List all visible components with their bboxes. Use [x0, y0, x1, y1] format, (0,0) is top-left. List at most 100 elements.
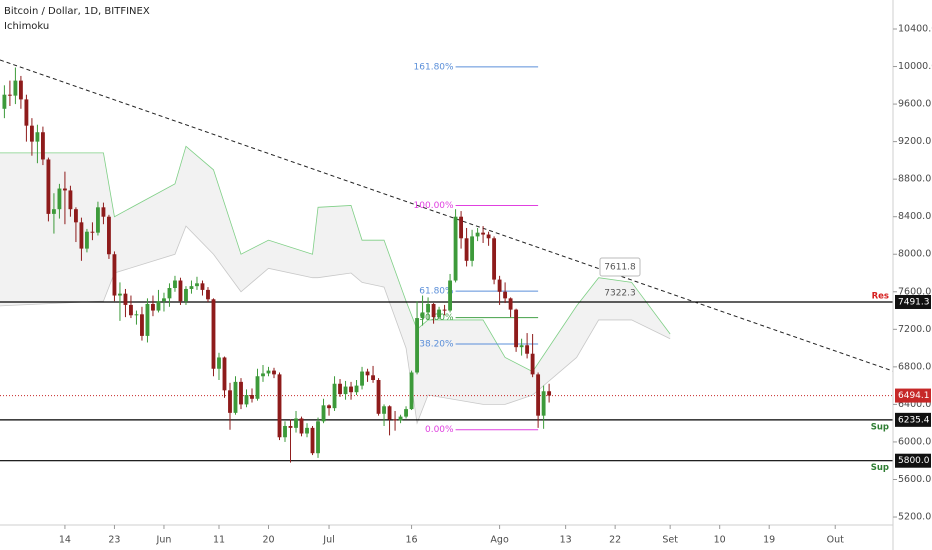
candle-body [107, 216, 111, 255]
price-label-box [895, 453, 931, 468]
candle-body [536, 374, 541, 416]
candle-body [57, 188, 62, 210]
candle-body [244, 395, 249, 405]
y-tick-label: 10400.0 [898, 23, 932, 34]
y-tick-label: 8400.0 [898, 211, 931, 222]
candle-body [101, 207, 106, 217]
fib-label: 50.00% [419, 313, 454, 323]
candle-body [129, 304, 133, 316]
candle-body [503, 291, 508, 299]
x-tick-label: Jun [156, 535, 172, 546]
candle-body [162, 298, 166, 302]
candle-body [360, 371, 364, 386]
candle-body [310, 427, 315, 454]
candle-body [123, 293, 128, 305]
candle-body [497, 279, 502, 292]
candle-body [74, 209, 78, 223]
candle-body [431, 303, 436, 318]
candle-body [178, 280, 183, 302]
candle-body [272, 370, 276, 375]
candle-body [376, 380, 381, 414]
candle-body [464, 238, 469, 261]
candle-body [255, 376, 260, 399]
candle-body [233, 381, 238, 413]
candle-body [294, 418, 298, 428]
candle-body [382, 406, 386, 414]
x-tick-label: 11 [213, 535, 225, 546]
candle-body [459, 216, 464, 239]
y-tick-label: 6400.0 [898, 399, 931, 410]
candle-body [288, 425, 293, 428]
x-tick-label: 13 [560, 535, 572, 546]
candle-body [2, 94, 7, 109]
candle-body [519, 345, 524, 348]
annotation-box [599, 257, 641, 277]
candle-body [35, 132, 40, 142]
candle-body [316, 421, 320, 454]
ichimoku-cloud [0, 146, 671, 424]
price-label: 6235.4 [898, 415, 930, 425]
x-tick-label: 22 [609, 535, 621, 546]
indicator-name: Ichimoku [4, 21, 49, 32]
candle-body [173, 280, 177, 289]
y-tick-label: 9200.0 [898, 136, 931, 147]
candle-body [530, 353, 535, 375]
candle-body [409, 372, 414, 410]
candle-body [18, 80, 23, 100]
candle-body [305, 427, 309, 434]
price-label-box [895, 294, 931, 309]
annotation: 7611.8 [604, 263, 636, 273]
candle-body [239, 381, 243, 405]
level-name: Sup [871, 422, 889, 432]
y-tick-label: 5600.0 [898, 474, 931, 485]
y-tick-label: 7600.0 [898, 286, 931, 297]
candle-body [299, 418, 304, 434]
y-tick-label: 7200.0 [898, 324, 931, 335]
candle-body [29, 125, 34, 142]
candle-body [62, 188, 67, 191]
candle-body [426, 303, 430, 313]
candle-body [415, 318, 419, 373]
candle-body [217, 357, 221, 369]
y-tick-label: 6800.0 [898, 361, 931, 372]
price-label: 6494.1 [898, 391, 930, 401]
x-tick-label: 20 [262, 535, 274, 546]
annotation: 7322.3 [604, 289, 636, 299]
candle-body [508, 298, 513, 310]
candle-body [46, 159, 51, 214]
candle-body [470, 236, 475, 261]
candle-body [492, 238, 497, 280]
candle-body [437, 309, 441, 318]
price-label-box [895, 412, 931, 427]
candle-body [448, 280, 453, 311]
candle-body [404, 409, 408, 417]
candle-body [338, 383, 342, 395]
price-label: 7491.3 [898, 297, 930, 307]
candle-body [40, 132, 45, 160]
fib-label: 161.80% [414, 62, 454, 72]
chart-title: Bitcoin / Dollar, 1D, BITFINEX [4, 6, 150, 17]
candle-body [211, 299, 216, 369]
x-tick-label: Out [827, 535, 844, 546]
y-tick-label: 6000.0 [898, 436, 931, 447]
candle-body [222, 357, 227, 391]
candle-body [51, 209, 56, 214]
fib-label: 100.00% [414, 201, 454, 211]
candle-body [321, 405, 326, 422]
candle-body [145, 303, 150, 336]
candle-body [206, 289, 210, 300]
fib-label: 61.80% [419, 287, 454, 297]
candle-body [261, 373, 265, 377]
y-tick-label: 9600.0 [898, 99, 931, 110]
candle-body [68, 190, 73, 210]
y-tick-label: 8800.0 [898, 174, 931, 185]
candle-body [365, 371, 370, 376]
x-tick-label: 16 [406, 535, 418, 546]
candle-body [96, 207, 100, 233]
candle-body [343, 386, 348, 395]
candle-body [453, 216, 458, 281]
x-tick-label: 14 [59, 535, 71, 546]
level-name: Res [872, 291, 889, 301]
x-tick-label: Jul [322, 535, 334, 546]
candle-body [283, 425, 287, 438]
